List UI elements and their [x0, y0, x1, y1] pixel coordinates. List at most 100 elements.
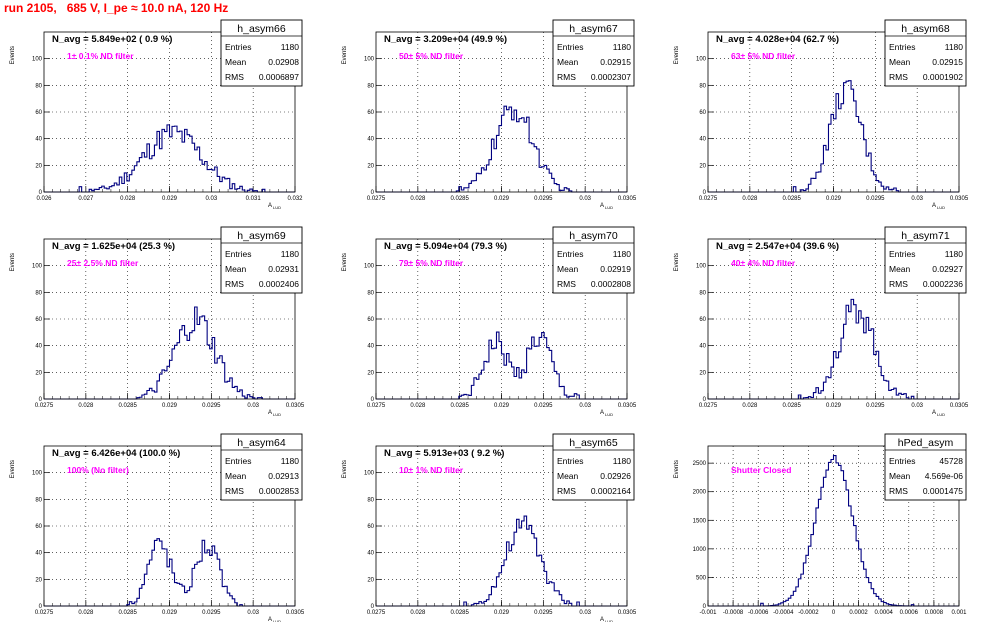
y-tick-label: 100 [32, 264, 43, 270]
x-tick-label: 0.03 [911, 196, 923, 202]
stats-label-entries: Entries [557, 42, 583, 52]
x-tick-label: 0.0275 [699, 196, 718, 202]
x-axis-label-main: A [600, 203, 604, 209]
stats-box [552, 19, 635, 87]
y-tick-label: 20 [35, 577, 42, 583]
x-tick-label: 0.03 [579, 610, 591, 616]
run-title: run 2105, 685 V, I_pe ≈ 10.0 nA, 120 Hz [4, 1, 229, 15]
histogram-line-h_asym67 [376, 105, 627, 193]
x-tick-label: 0.0295 [866, 403, 885, 409]
histogram-line-h_asym64 [44, 538, 295, 607]
x-tick-label: 0.0002 [849, 610, 868, 616]
stats-value-mean: 0.02915 [932, 57, 963, 67]
x-tick-label: 0.03 [579, 196, 591, 202]
stats-label-mean: Mean [225, 471, 247, 481]
stats-label-rms: RMS [225, 486, 244, 496]
histogram-name: h_asym68 [901, 23, 950, 35]
plot-frame [375, 31, 628, 193]
x-tick-label: 0.0285 [118, 610, 137, 616]
x-tick-label: 0.029 [826, 403, 842, 409]
stats-value-entries: 1180 [613, 456, 632, 466]
x-tick-label: 0.028 [78, 610, 94, 616]
x-tick-label: 0.029 [494, 196, 510, 202]
navg-label: N_avg = 6.426e+04 (100.0 %) [52, 448, 180, 459]
x-tick-label: 0.0295 [534, 196, 553, 202]
x-tick-label: 0.0275 [35, 403, 54, 409]
navg-label: N_avg = 3.209e+04 (49.9 %) [384, 34, 507, 45]
x-tick-label: -0.0004 [773, 610, 794, 616]
x-axis-label-main: A [600, 617, 604, 622]
navg-label: N_avg = 2.547e+04 (39.6 %) [716, 241, 839, 252]
stats-value-rms: 0.0002236 [923, 279, 963, 289]
x-axis-label-sub: LUD [937, 412, 945, 417]
x-axis-label: ALUD [600, 203, 613, 210]
x-tick-label: 0.0006 [900, 610, 919, 616]
y-tick-label: 2500 [693, 461, 707, 467]
stats-value-mean: 4.569e-06 [925, 471, 964, 481]
histogram-name: hPed_asym [898, 437, 954, 449]
x-tick-label: 0.028 [78, 403, 94, 409]
stats-label-mean: Mean [225, 264, 247, 274]
x-tick-label: 0.028 [410, 196, 426, 202]
y-axis-label: Events [10, 460, 16, 478]
y-tick-label: 20 [699, 163, 706, 169]
stats-label-rms: RMS [889, 279, 908, 289]
stats-label-mean: Mean [889, 57, 911, 67]
histogram-pad-h_asym70: 0.0275 0.028 0.0285 0.029 0.0295 0.03 0.0305 0 2… [342, 226, 637, 417]
histogram-line-h_asym69 [44, 306, 295, 400]
x-tick-label: 0.0285 [450, 403, 469, 409]
x-tick-label: 0.0295 [866, 196, 885, 202]
y-tick-label: 100 [364, 264, 375, 270]
filter-annotation: 40± 4% ND filter [731, 258, 796, 268]
histogram-name: h_asym67 [569, 23, 618, 35]
stats-label-mean: Mean [889, 471, 911, 481]
plot-frame [707, 31, 960, 193]
histogram-pad-h_asym65: 0.0275 0.028 0.0285 0.029 0.0295 0.03 0.0305 0 2… [342, 433, 637, 622]
histogram-pad-h_asym67: 0.0275 0.028 0.0285 0.029 0.0295 0.03 0.0305 0 2… [342, 19, 637, 210]
y-tick-label: 0 [371, 190, 375, 196]
x-tick-label: 0.0305 [618, 196, 637, 202]
stats-box [552, 226, 635, 294]
y-tick-label: 0 [39, 397, 43, 403]
x-tick-label: 0.029 [162, 196, 178, 202]
x-axis-label: ALUD [932, 410, 945, 417]
x-axis-label: ALUD [932, 203, 945, 210]
x-axis-label-sub: LUD [605, 412, 613, 417]
y-tick-label: 40 [35, 551, 42, 557]
y-tick-label: 0 [703, 190, 707, 196]
histogram-pad-h_asym64: 0.0275 0.028 0.0285 0.029 0.0295 0.03 0.0305 0 2… [10, 433, 305, 622]
x-axis-label-sub: LUD [273, 619, 281, 622]
filter-annotation: Shutter Closed [731, 465, 791, 475]
stats-label-entries: Entries [889, 249, 915, 259]
stats-label-rms: RMS [225, 72, 244, 82]
filter-annotation: 100% (No filter) [67, 465, 129, 475]
stats-value-mean: 0.02913 [268, 471, 299, 481]
y-tick-label: 100 [696, 264, 707, 270]
y-tick-label: 40 [699, 137, 706, 143]
filter-annotation: 63± 5% ND filter [731, 51, 796, 61]
filter-annotation: 1± 0.1% ND filter [67, 51, 134, 61]
x-tick-label: 0.0295 [534, 403, 553, 409]
y-tick-label: 80 [699, 290, 706, 296]
stats-value-entries: 45728 [939, 456, 963, 466]
y-tick-label: 60 [35, 110, 42, 116]
y-tick-label: 80 [367, 290, 374, 296]
x-tick-label: 0.0275 [699, 403, 718, 409]
plot-frame [375, 445, 628, 607]
x-axis-label: ALUD [268, 203, 281, 210]
x-tick-label: -0.001 [699, 610, 717, 616]
y-tick-label: 20 [35, 370, 42, 376]
x-tick-label: 0.029 [162, 610, 178, 616]
x-tick-label: 0.03 [579, 403, 591, 409]
y-tick-label: 80 [35, 83, 42, 89]
stats-box [552, 433, 635, 501]
x-tick-label: 0.03 [247, 403, 259, 409]
stats-value-entries: 1180 [613, 42, 632, 52]
histogram-name: h_asym65 [569, 437, 618, 449]
histogram-pad-h_asym68: 0.0275 0.028 0.0285 0.029 0.0295 0.03 0.0305 0 2… [674, 19, 969, 210]
x-tick-label: 0.029 [494, 610, 510, 616]
x-tick-label: -0.0008 [723, 610, 744, 616]
x-tick-label: 0.028 [742, 196, 758, 202]
y-tick-label: 100 [32, 471, 43, 477]
